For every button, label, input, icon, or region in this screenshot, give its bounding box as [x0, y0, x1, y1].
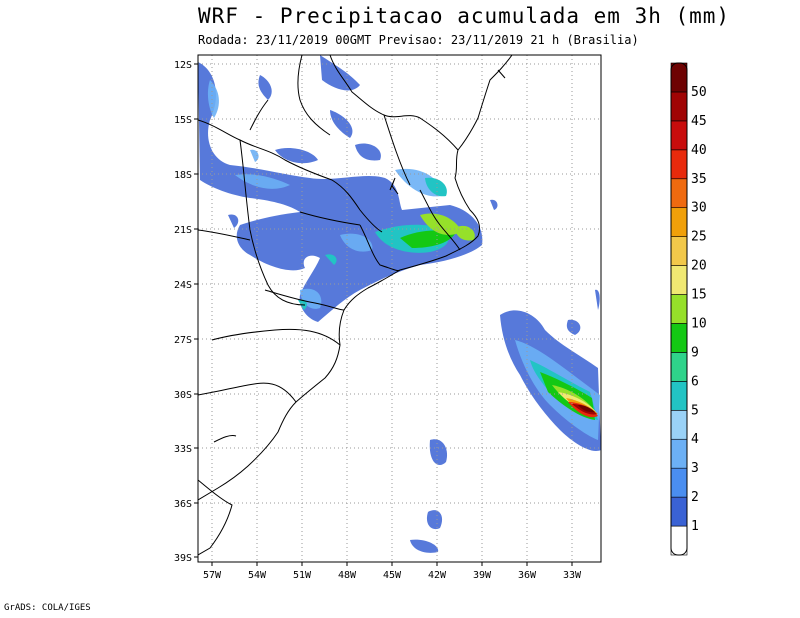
- colorbar-label: 25: [691, 230, 707, 245]
- colorbar-label: 45: [691, 114, 707, 129]
- colorbar-swatch: [670, 294, 688, 324]
- colorbar-outline: [670, 62, 688, 556]
- colorbar-swatch: [670, 62, 688, 93]
- colorbar-swatch: [670, 496, 688, 527]
- colorbar-swatch: [670, 178, 688, 209]
- map-plot: [198, 55, 601, 562]
- colorbar-swatch: [670, 91, 688, 122]
- colorbar-label: 30: [691, 201, 707, 216]
- lon-label: 45W: [383, 570, 402, 581]
- colorbar-label: 50: [691, 85, 707, 100]
- colorbar-swatch: [670, 120, 688, 151]
- colorbar-swatch: [670, 265, 688, 295]
- lat-label: 30S: [174, 390, 192, 401]
- colorbar-label: 4: [691, 432, 699, 447]
- colorbar-label: 3: [691, 461, 699, 476]
- colorbar-label: 5: [691, 403, 699, 418]
- lat-label: 18S: [174, 170, 192, 181]
- colorbar-label: 9: [691, 345, 699, 360]
- colorbar-label: 35: [691, 172, 707, 187]
- lat-label: 27S: [174, 335, 192, 346]
- lat-label: 33S: [174, 444, 192, 455]
- axis-ticks: [194, 63, 573, 566]
- precip-level-35-50: [568, 402, 598, 418]
- colorbar-label: 6: [691, 374, 699, 389]
- lon-label: 57W: [203, 570, 222, 581]
- colorbar-label: 1: [691, 519, 699, 534]
- map-frame: [197, 54, 602, 563]
- colorbar-swatch: [670, 207, 688, 237]
- latitude-labels: 12S 15S 18S 21S 24S 27S 30S 33S 36S 39S: [174, 60, 192, 564]
- lon-label: 33W: [563, 570, 582, 581]
- lat-label: 36S: [174, 499, 192, 510]
- colorbar-label: 10: [691, 316, 707, 331]
- colorbar-label: 15: [691, 288, 707, 303]
- lon-label: 51W: [293, 570, 312, 581]
- lat-label: 21S: [174, 225, 192, 236]
- lon-label: 36W: [518, 570, 537, 581]
- colorbar-swatch: [670, 352, 688, 382]
- lat-label: 12S: [174, 60, 192, 71]
- colorbar-swatch: [670, 467, 688, 498]
- colorbar-swatch: [670, 525, 688, 556]
- credit-text: GrADS: COLA/IGES: [4, 603, 91, 613]
- colorbar-swatch: [670, 236, 688, 266]
- map-title: WRF - Precipitacao acumulada em 3h (mm): [198, 4, 731, 28]
- lon-label: 42W: [428, 570, 447, 581]
- colorbar-label: 20: [691, 259, 707, 274]
- colorbar-label: 40: [691, 143, 707, 158]
- colorbar-swatch: [670, 409, 688, 440]
- colorbar-swatch: [670, 438, 688, 469]
- lat-label: 15S: [174, 115, 192, 126]
- lon-label: 39W: [473, 570, 492, 581]
- lat-label: 24S: [174, 280, 192, 291]
- lon-label: 54W: [248, 570, 267, 581]
- colorbar-label: 2: [691, 490, 699, 505]
- lon-label: 48W: [338, 570, 357, 581]
- longitude-labels: 57W 54W 51W 48W 45W 42W 39W 36W 33W: [203, 570, 582, 581]
- lat-label: 39S: [174, 553, 192, 564]
- colorbar-swatch: [670, 323, 688, 353]
- map-subtitle: Rodada: 23/11/2019 00GMT Previsao: 23/11…: [198, 33, 639, 47]
- map-borders: [198, 55, 513, 556]
- colorbar-swatch: [670, 149, 688, 180]
- colorbar-swatch: [670, 381, 688, 411]
